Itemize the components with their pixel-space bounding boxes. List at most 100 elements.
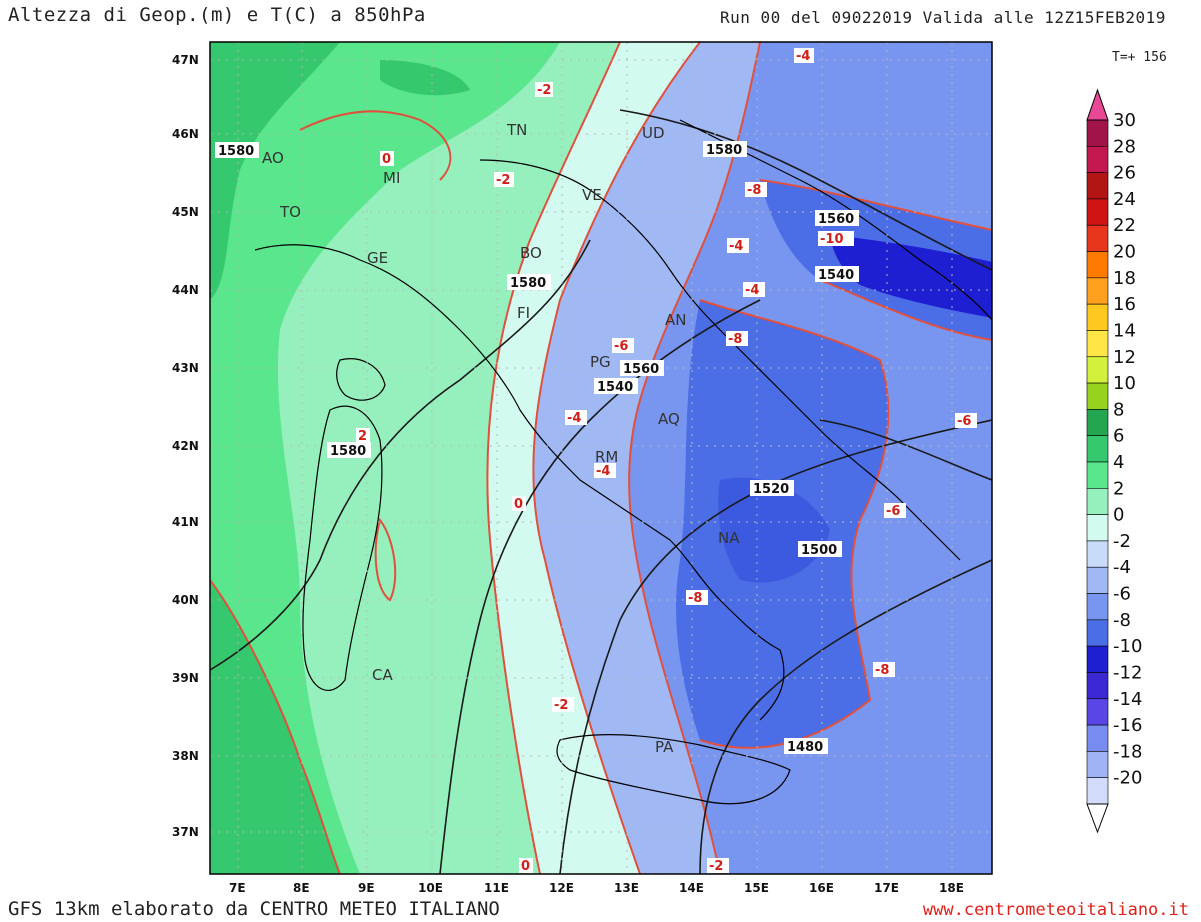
temp-label: -2	[709, 859, 723, 874]
lat-label: 41N	[172, 515, 199, 529]
colorbar-label: -8	[1113, 610, 1131, 631]
lon-label: 12E	[549, 881, 574, 895]
temp-label: -4	[796, 49, 810, 64]
colorbar-label: 6	[1113, 426, 1124, 447]
longitude-axis: 7E 8E 9E 10E 11E 12E 13E 14E 15E 16E 17E…	[229, 881, 964, 895]
colorbar-label: 22	[1113, 215, 1136, 236]
colorbar-legend: 302826242220181614121086420-2-4-6-8-10-1…	[1086, 88, 1142, 834]
colorbar-label: 20	[1113, 242, 1136, 263]
height-label: 1580	[218, 144, 254, 159]
lon-label: 18E	[939, 881, 964, 895]
map-frame	[209, 41, 993, 875]
temp-label: -6	[957, 414, 971, 429]
colorbar-swatch	[1086, 356, 1109, 384]
height-label: 1560	[818, 212, 854, 227]
city-label: PG	[590, 353, 611, 371]
colorbar-swatch	[1086, 488, 1109, 515]
colorbar-label: 8	[1113, 399, 1124, 420]
lat-label: 47N	[172, 53, 199, 67]
colorbar-top-arrow	[1086, 88, 1109, 121]
lon-label: 13E	[614, 881, 639, 895]
city-label: VE	[582, 186, 602, 204]
colorbar-label: -2	[1113, 531, 1131, 552]
colorbar-swatch	[1086, 724, 1109, 752]
temp-label: -6	[886, 504, 900, 519]
colorbar-labels: 302826242220181614121086420-2-4-6-8-10-1…	[1113, 110, 1142, 789]
chart-title: Altezza di Geop.(m) e T(C) a 850hPa	[8, 4, 426, 26]
colorbar-label: 2	[1113, 478, 1124, 499]
colorbar-label: 24	[1113, 189, 1136, 210]
city-label: CA	[372, 666, 393, 684]
city-label: PA	[655, 738, 674, 756]
temp-label: -8	[875, 663, 889, 678]
isotherms	[210, 42, 992, 874]
colorbar-swatch	[1086, 172, 1109, 200]
lon-label: 8E	[293, 881, 310, 895]
temp-label: -4	[596, 464, 610, 479]
colorbar-swatch	[1086, 435, 1109, 463]
temp-label: -8	[728, 332, 742, 347]
colorbar-label: 12	[1113, 347, 1136, 368]
height-label: 1540	[818, 268, 854, 283]
colorbar-swatch	[1086, 303, 1109, 331]
temp-label: 0	[521, 859, 530, 874]
colorbar-label: 18	[1113, 268, 1136, 289]
lat-label: 38N	[172, 749, 199, 763]
lon-label: 11E	[484, 881, 509, 895]
colorbar-swatch	[1086, 224, 1109, 252]
city-label: GE	[367, 249, 388, 267]
lon-label: 15E	[744, 881, 769, 895]
colorbar-swatch	[1086, 277, 1109, 305]
city-label: TN	[506, 121, 527, 139]
lat-label: 46N	[172, 127, 199, 141]
colorbar-label: -12	[1113, 662, 1142, 683]
colorbar-label: 28	[1113, 136, 1136, 157]
height-label: 1540	[597, 380, 633, 395]
city-label: AN	[665, 311, 686, 329]
colorbar-swatch	[1086, 409, 1109, 436]
temp-label: -2	[554, 698, 568, 713]
lat-label: 40N	[172, 593, 199, 607]
temp-label: -8	[688, 591, 702, 606]
colorbar-swatch	[1086, 461, 1109, 489]
colorbar-swatch	[1086, 593, 1109, 621]
lon-label: 9E	[358, 881, 375, 895]
colorbar-label: 4	[1113, 452, 1124, 473]
colorbar-swatch	[1086, 382, 1109, 410]
city-label: NA	[718, 529, 740, 547]
lat-label: 45N	[172, 205, 199, 219]
geopotential-contours	[210, 109, 992, 874]
lon-label: 16E	[809, 881, 834, 895]
colorbar-swatch	[1086, 251, 1109, 279]
height-label: 1580	[330, 444, 366, 459]
city-label: TO	[279, 203, 301, 221]
colorbar-label: -14	[1113, 689, 1142, 710]
run-info: Run 00 del 09022019 Valida alle 12Z15FEB…	[720, 8, 1166, 27]
city-label: AO	[262, 149, 284, 167]
lat-label: 44N	[172, 283, 199, 297]
time-step: T=+ 156	[1112, 50, 1167, 65]
temp-label: 0	[514, 497, 523, 512]
lat-label: 42N	[172, 439, 199, 453]
colorbar-swatch	[1086, 119, 1109, 147]
lon-label: 10E	[418, 881, 443, 895]
colorbar-label: 26	[1113, 163, 1136, 184]
colorbar-label: -6	[1113, 584, 1131, 605]
website-link[interactable]: www.centrometeoitaliano.it	[922, 900, 1189, 920]
colorbar-swatch	[1086, 751, 1109, 778]
colorbar-swatch	[1086, 198, 1109, 226]
lat-label: 39N	[172, 671, 199, 685]
colorbar-swatch	[1086, 146, 1109, 173]
height-label: 1500	[801, 543, 837, 558]
colorbar-label: -16	[1113, 715, 1142, 736]
lon-label: 14E	[679, 881, 704, 895]
colorbar-blocks	[1086, 119, 1109, 805]
colorbar-swatch	[1086, 330, 1109, 358]
height-label: 1520	[753, 482, 789, 497]
city-label: AQ	[658, 410, 680, 428]
height-label: 1580	[706, 143, 742, 158]
latitude-axis: 47N 46N 45N 44N 43N 42N 41N 40N 39N 38N …	[172, 53, 199, 839]
city-label: FI	[517, 304, 530, 322]
colorbar-label: 30	[1113, 110, 1136, 131]
